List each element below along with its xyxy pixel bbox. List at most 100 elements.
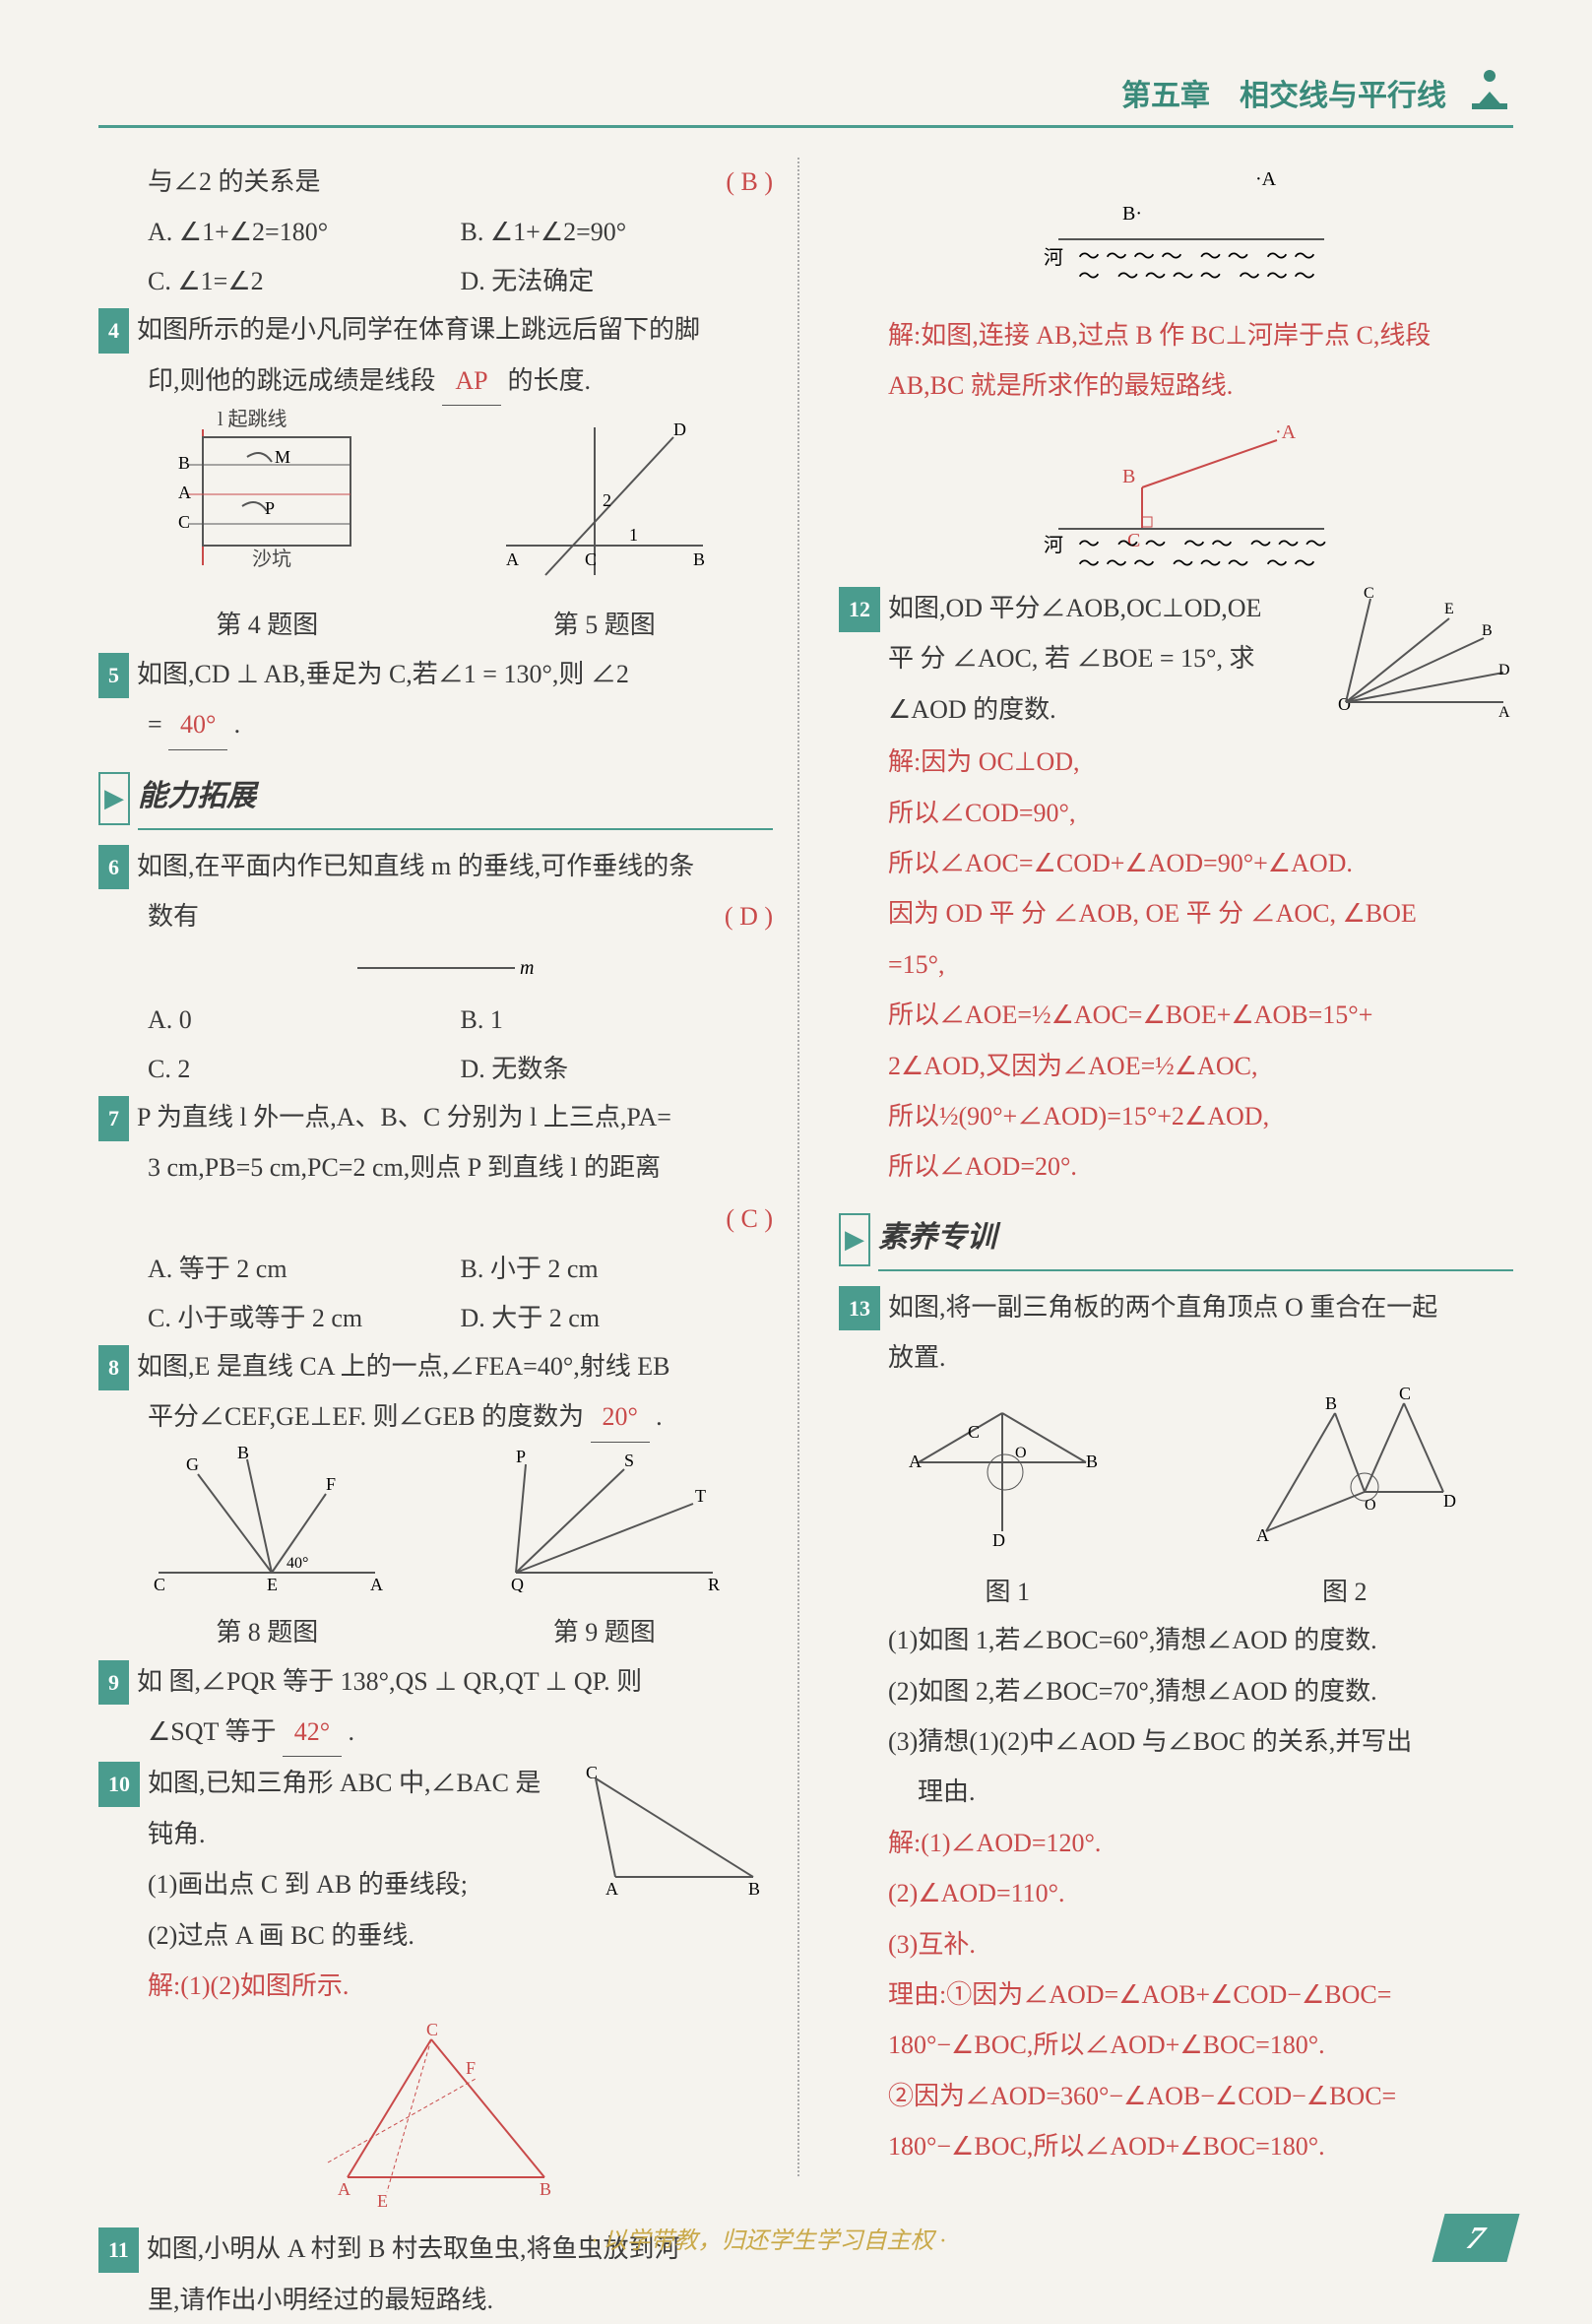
q13-sub3b: 理由. — [839, 1768, 1513, 1816]
q7-opt-d: D. 大于 2 cm — [461, 1294, 774, 1342]
q4-line1: 4如图所示的是小凡同学在体育课上跳远后留下的脚 — [98, 305, 773, 354]
q13-sol-6: 180°−∠BOC,所以∠AOD+∠BOC=180°. — [839, 2122, 1513, 2170]
svg-text:1: 1 — [629, 525, 638, 545]
q4-line2: 印,则他的跳远成绩是线段 AP 的长度. — [98, 356, 773, 406]
svg-text:C: C — [1364, 585, 1374, 602]
q8-number: 8 — [98, 1345, 129, 1390]
q6-answer: ( D ) — [725, 892, 773, 940]
q6-line2: 数有 ( D ) — [98, 892, 773, 940]
q5-number: 5 — [98, 653, 129, 698]
svg-text:B: B — [748, 1879, 760, 1897]
svg-text:Q: Q — [511, 1575, 524, 1592]
svg-text:C: C — [585, 549, 597, 569]
q4-answer: AP — [442, 356, 501, 406]
fig10: C AB — [576, 1759, 773, 1912]
svg-text:P: P — [265, 498, 275, 518]
section-competency: ▶ 素养专训 — [839, 1209, 1513, 1271]
section-competency-title: 素养专训 — [878, 1209, 1513, 1271]
svg-text:M: M — [275, 447, 290, 467]
q5-line2: = 40° . — [98, 700, 773, 749]
q12-sol-7: 所以½(90°+∠AOD)=15°+2∠AOD, — [839, 1092, 1513, 1140]
section-ability: ▶ 能力拓展 — [98, 768, 773, 830]
svg-text:～ ～～～～ ～～～: ～ ～～～～ ～～～ — [1078, 264, 1321, 289]
q8-line1: 8如图,E 是直线 CA 上的一点,∠FEA=40°,射线 EB — [98, 1342, 773, 1390]
svg-text:D: D — [1498, 662, 1510, 678]
fig11-given: ·A B· 河 ～～～～ ～～ ～～ ～ ～～～～ ～～～ — [839, 165, 1513, 303]
fig6: m — [98, 948, 773, 988]
svg-text:B: B — [1325, 1393, 1337, 1413]
q12-sol-6: 2∠AOD,又因为∠AOE=½∠AOC, — [839, 1042, 1513, 1090]
svg-text:D: D — [673, 420, 686, 439]
svg-text:·A: ·A — [1255, 168, 1277, 190]
svg-text:A: A — [338, 2179, 350, 2199]
section-ability-title: 能力拓展 — [138, 768, 773, 830]
svg-text:·A: ·A — [1275, 421, 1297, 443]
q12-sol-8: 所以∠AOD=20°. — [839, 1142, 1513, 1191]
svg-text:河: 河 — [1044, 534, 1063, 556]
q13-sol-5: ②因为∠AOD=360°−∠AOB−∠COD−∠BOC= — [839, 2072, 1513, 2120]
q6-opt-a: A. 0 — [148, 996, 461, 1044]
svg-text:E: E — [267, 1575, 278, 1592]
reader-icon — [1466, 64, 1513, 121]
q10-number: 10 — [98, 1762, 140, 1807]
fig13-row: AB C D O 图 1 A B — [839, 1384, 1513, 1616]
q4-number: 4 — [98, 308, 129, 354]
chapter-header: 第五章 相交线与平行线 — [98, 59, 1513, 128]
q7-opt-c: C. 小于或等于 2 cm — [148, 1294, 461, 1342]
q3-opt-b: B. ∠1+∠2=90° — [461, 208, 774, 256]
q12-block: O A D B E C 12如图,OD 平分∠AOB,OC⊥OD,OE 平 分 … — [839, 584, 1513, 738]
q11-sol2: AB,BC 就是所求作的最短路线. — [839, 361, 1513, 410]
fig13-2: A B CD O 图 2 — [1227, 1384, 1463, 1616]
svg-text:m: m — [520, 957, 534, 979]
svg-text:E: E — [377, 2191, 388, 2211]
svg-text:C: C — [154, 1575, 165, 1592]
fig10-solution: C AB EF — [98, 2020, 773, 2217]
q7-opt-b: B. 小于 2 cm — [461, 1245, 774, 1293]
q11-line2: 里,请作出小明经过的最短路线. — [98, 2276, 773, 2324]
q13-number: 13 — [839, 1286, 880, 1331]
svg-text:A: A — [506, 549, 519, 569]
fig5: AB C D 1 2 第 5 题图 — [486, 408, 723, 650]
q13-sol-0: 解:(1)∠AOD=120°. — [839, 1819, 1513, 1867]
svg-text:F: F — [326, 1474, 336, 1494]
fig8-fig9-row: CEA G B F 40° 第 8 题图 QR P S T 第 9 题图 — [98, 1445, 773, 1657]
footer-slogan: · 以学带教，归还学生学习自主权 · — [98, 2221, 1438, 2255]
q10-solution: 解:(1)(2)如图所示. — [98, 1962, 773, 2010]
q10-block: C AB 10如图,已知三角形 ABC 中,∠BAC 是 钝角. (1)画出点 … — [98, 1759, 773, 2012]
q7-line2: 3 cm,PB=5 cm,PC=2 cm,则点 P 到直线 l 的距离 — [98, 1143, 773, 1192]
q12-sol-1: 所以∠COD=90°, — [839, 789, 1513, 837]
q9-number: 9 — [98, 1660, 129, 1706]
q6-options: A. 0 B. 1 C. 2 D. 无数条 — [98, 996, 773, 1093]
svg-text:B: B — [540, 2179, 551, 2199]
content-columns: 与∠2 的关系是 ( B ) A. ∠1+∠2=180° B. ∠1+∠2=90… — [98, 158, 1513, 2176]
page-number: 7 — [1432, 2214, 1519, 2262]
svg-text:B: B — [1482, 622, 1493, 639]
q13-sub2: (2)如图 2,若∠BOC=70°,猜想∠AOD 的度数. — [839, 1667, 1513, 1715]
fig9: QR P S T 第 9 题图 — [477, 1445, 732, 1657]
svg-text:A: A — [605, 1879, 618, 1897]
q9-answer: 42° — [283, 1708, 342, 1757]
svg-text:A: A — [1498, 704, 1510, 721]
q7-line1: 7P 为直线 l 外一点,A、B、C 分别为 l 上三点,PA= — [98, 1093, 773, 1141]
svg-text:D: D — [992, 1530, 1005, 1550]
q6-line1: 6如图,在平面内作已知直线 m 的垂线,可作垂线的条 — [98, 842, 773, 890]
svg-text:B: B — [237, 1445, 249, 1462]
page-footer: · 以学带教，归还学生学习自主权 · 7 — [98, 2214, 1513, 2262]
svg-text:B: B — [1086, 1452, 1098, 1471]
svg-text:B: B — [693, 549, 705, 569]
q12-number: 12 — [839, 587, 880, 632]
svg-text:O: O — [1338, 694, 1351, 714]
svg-text:O: O — [1365, 1497, 1376, 1514]
q12-sol-2: 所以∠AOC=∠COD+∠AOD=90°+∠AOD. — [839, 839, 1513, 887]
right-column: ·A B· 河 ～～～～ ～～ ～～ ～ ～～～～ ～～～ 解:如图,连接 AB… — [829, 158, 1513, 2176]
fig8: CEA G B F 40° 第 8 题图 — [139, 1445, 395, 1657]
q12-sol-3: 因为 OD 平 分 ∠AOB, OE 平 分 ∠AOC, ∠BOE — [839, 889, 1513, 937]
svg-text:C: C — [426, 2020, 438, 2039]
q6-opt-d: D. 无数条 — [461, 1045, 774, 1093]
svg-text:l 起跳线: l 起跳线 — [218, 408, 287, 430]
q13-line1: 13如图,将一副三角板的两个直角顶点 O 重合在一起 — [839, 1283, 1513, 1331]
q6-opt-b: B. 1 — [461, 996, 774, 1044]
q3-opt-a: A. ∠1+∠2=180° — [148, 208, 461, 256]
q3-answer: ( B ) — [726, 158, 773, 206]
svg-text:B·: B· — [1122, 203, 1142, 225]
